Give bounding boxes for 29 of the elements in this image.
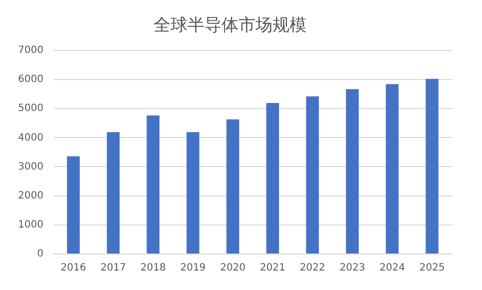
bar xyxy=(426,78,438,254)
x-tick-label: 2021 xyxy=(260,262,286,274)
y-tick-label: 7000 xyxy=(18,44,44,56)
bar xyxy=(67,156,80,254)
bar xyxy=(306,96,319,254)
x-tick-label: 2022 xyxy=(300,262,326,274)
x-tick-label: 2025 xyxy=(419,262,445,274)
bar xyxy=(226,119,240,254)
bar xyxy=(346,89,359,254)
x-tick-label: 2019 xyxy=(180,262,206,274)
bar xyxy=(146,116,160,254)
bar xyxy=(386,84,399,254)
x-tick-label: 2020 xyxy=(220,262,246,274)
x-tick-label: 2016 xyxy=(60,262,86,274)
y-tick-label: 6000 xyxy=(18,74,44,86)
y-tick-label: 4000 xyxy=(18,132,44,144)
y-tick-label: 5000 xyxy=(18,103,44,114)
bar xyxy=(186,132,200,254)
x-tick-label: 2018 xyxy=(140,262,166,274)
x-tick-label: 2017 xyxy=(100,262,126,274)
bar xyxy=(266,103,280,254)
y-tick-label: 2000 xyxy=(18,190,44,202)
chart-title: 全球半导体市场规模 xyxy=(154,16,306,36)
x-tick-label: 2024 xyxy=(379,262,405,274)
y-tick-label: 1000 xyxy=(18,220,44,231)
y-tick-label: 0 xyxy=(37,248,44,260)
bar xyxy=(106,132,120,254)
y-tick-label: 3000 xyxy=(18,161,44,172)
x-tick-label: 2023 xyxy=(340,262,366,274)
